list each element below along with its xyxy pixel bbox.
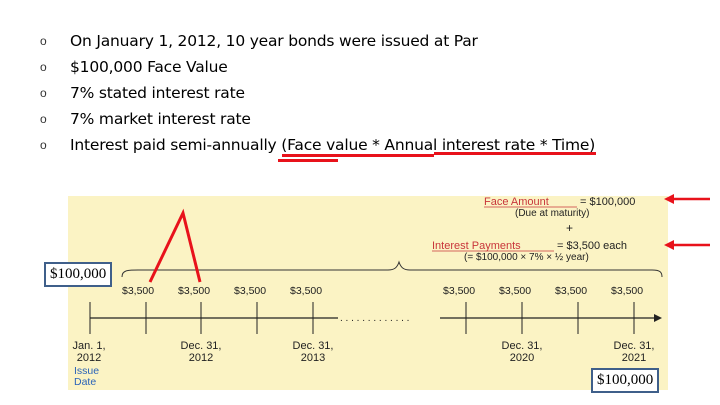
red-arrowhead-face-amount — [664, 194, 674, 204]
payment-label: $3,500 — [234, 285, 266, 297]
face-amount-value: = $100,000 — [580, 196, 635, 208]
interest-payments-value: = $3,500 each — [557, 240, 627, 252]
date-label: Dec. 31, — [502, 340, 543, 352]
date-label: 2013 — [301, 352, 325, 364]
date-label: 2021 — [622, 352, 646, 364]
issue-date-label-line1: Issue — [74, 365, 99, 377]
bullet-marker: o — [40, 112, 47, 126]
bullet-text: $100,000 Face Value — [70, 58, 228, 76]
payment-label: $3,500 — [611, 285, 643, 297]
red-pointer-lines — [148, 208, 202, 283]
interest-payments-label: Interest Payments — [432, 240, 521, 252]
face-amount-note: (Due at maturity) — [515, 208, 589, 219]
timeline-arrowhead — [654, 314, 662, 322]
date-label: Dec. 31, — [293, 340, 334, 352]
date-label: 2020 — [510, 352, 534, 364]
date-label: Dec. 31, — [614, 340, 655, 352]
date-label: 2012 — [77, 352, 101, 364]
timeline-ellipsis: . . . . . . . . . . . . . — [340, 313, 409, 324]
payment-label: $3,500 — [290, 285, 322, 297]
red-underline-face-value — [282, 154, 434, 157]
bullet-text: 7% market interest rate — [70, 110, 251, 128]
bullet-text: 7% stated interest rate — [70, 84, 245, 102]
interest-formula: (= $100,000 × 7% × ½ year) — [464, 252, 589, 263]
red-arrowhead-interest — [664, 240, 674, 250]
date-label: 2012 — [189, 352, 213, 364]
bullet-marker: o — [40, 60, 47, 74]
date-label: Dec. 31, — [181, 340, 222, 352]
principal-callout-left: $100,000 — [44, 262, 113, 287]
payment-label: $3,500 — [555, 285, 587, 297]
red-underline-short — [278, 159, 338, 162]
payment-label: $3,500 — [122, 285, 154, 297]
bullet-text: Interest paid semi-annually (Face value … — [70, 136, 596, 154]
plus-sign: + — [566, 221, 573, 235]
bond-timeline-figure — [68, 196, 668, 390]
bullet-marker: o — [40, 138, 47, 152]
payment-label: $3,500 — [178, 285, 210, 297]
red-underline-interest-rate — [434, 152, 596, 155]
date-label: Jan. 1, — [72, 340, 105, 352]
bullet-marker: o — [40, 34, 47, 48]
bullet-text: On January 1, 2012, 10 year bonds were i… — [70, 32, 478, 50]
principal-callout-right: $100,000 — [591, 368, 660, 393]
payment-label: $3,500 — [443, 285, 475, 297]
payments-brace — [121, 260, 663, 278]
bullet-marker: o — [40, 86, 47, 100]
face-amount-label: Face Amount — [484, 196, 549, 208]
payment-label: $3,500 — [499, 285, 531, 297]
issue-date-label-line2: Date — [74, 376, 96, 388]
